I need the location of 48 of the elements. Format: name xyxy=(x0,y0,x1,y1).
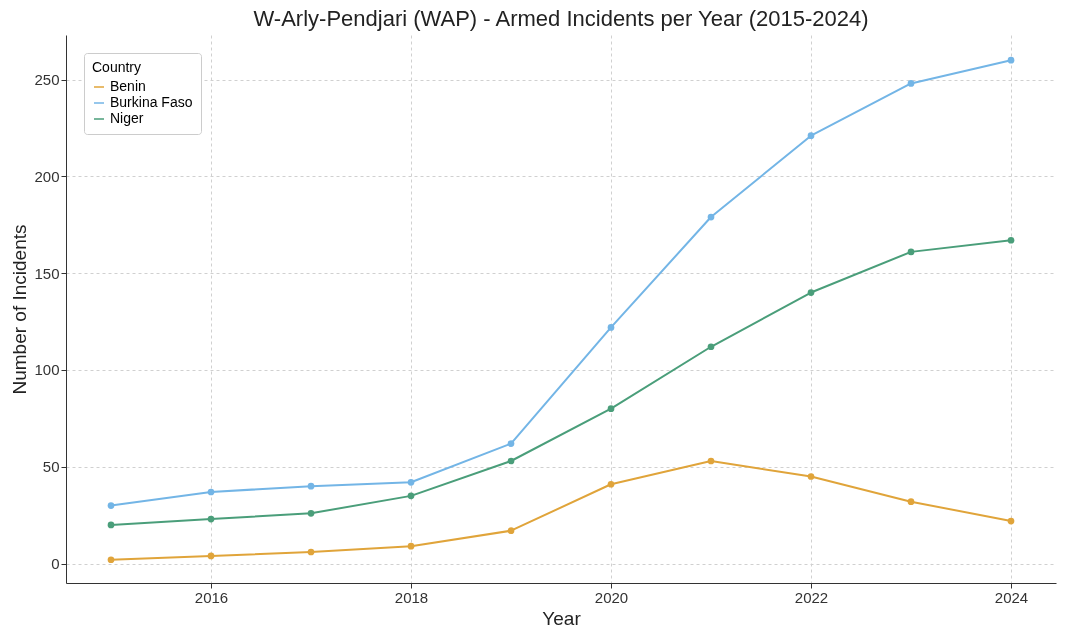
point xyxy=(607,324,615,331)
point xyxy=(407,478,415,486)
point xyxy=(1007,236,1015,244)
point xyxy=(907,80,915,87)
x-tick-label: 2018 xyxy=(394,588,429,606)
legend-label: Burkina Faso xyxy=(110,94,193,110)
point xyxy=(807,289,815,296)
point xyxy=(907,498,915,506)
point xyxy=(807,132,815,140)
point xyxy=(907,248,915,256)
legend-label: Benin xyxy=(110,78,146,94)
y-tick-label: 250 xyxy=(34,71,60,89)
y-tick-label: 100 xyxy=(34,361,60,379)
legend-label: Niger xyxy=(110,110,144,126)
point xyxy=(407,542,415,550)
y-tick-label: 50 xyxy=(42,458,60,476)
point xyxy=(307,548,315,556)
y-tick-label: 0 xyxy=(51,555,60,573)
x-tick-label: 2022 xyxy=(794,588,829,606)
point xyxy=(507,527,515,535)
x-tick-label: 2016 xyxy=(194,588,229,606)
point xyxy=(407,492,415,500)
point xyxy=(107,556,115,564)
y-tick-label: 200 xyxy=(34,167,60,185)
point xyxy=(807,473,815,480)
point xyxy=(707,213,715,221)
x-axis-title: Year xyxy=(542,607,582,629)
point xyxy=(707,457,715,465)
x-tick-label: 2024 xyxy=(994,588,1029,606)
point xyxy=(307,509,315,517)
point xyxy=(107,521,115,529)
point xyxy=(707,343,715,351)
point xyxy=(1007,56,1015,64)
point xyxy=(507,440,515,447)
x-tick-label: 2020 xyxy=(594,588,629,606)
legend-title: Country xyxy=(92,59,142,75)
point xyxy=(1007,517,1015,525)
point xyxy=(507,457,515,465)
point xyxy=(107,502,115,509)
point xyxy=(207,488,215,496)
point xyxy=(607,405,615,413)
y-axis-title: Number of Incidents xyxy=(9,224,31,395)
point xyxy=(207,515,215,523)
point xyxy=(207,552,215,560)
point xyxy=(307,482,315,490)
y-tick-label: 150 xyxy=(34,264,60,282)
chart-title: W-Arly-Pendjari (WAP) - Armed Incidents per Year (2015-2024) xyxy=(253,6,869,31)
point xyxy=(607,480,615,488)
